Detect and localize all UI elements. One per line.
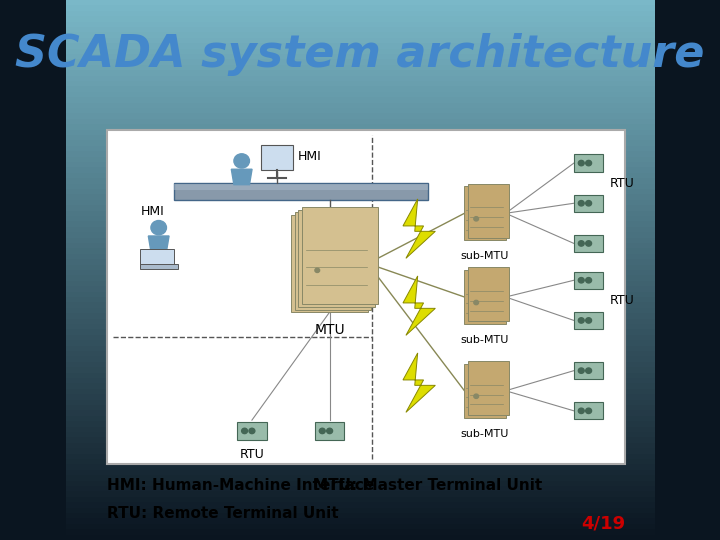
Bar (574, 272, 603, 289)
Bar (574, 235, 603, 252)
Circle shape (151, 220, 166, 235)
Circle shape (470, 397, 475, 401)
Bar (468, 267, 509, 321)
Text: 4/19: 4/19 (581, 515, 625, 533)
Bar (295, 212, 372, 309)
Circle shape (305, 276, 309, 280)
Bar (237, 422, 266, 440)
Bar (468, 184, 509, 238)
Text: sub-MTU: sub-MTU (461, 429, 509, 438)
Bar (464, 186, 505, 240)
Bar (315, 422, 344, 440)
Text: sub-MTU: sub-MTU (461, 251, 509, 261)
Circle shape (474, 394, 479, 399)
Circle shape (315, 268, 320, 273)
Circle shape (470, 303, 475, 307)
Text: HMI: HMI (297, 150, 321, 163)
Circle shape (585, 318, 592, 323)
Polygon shape (231, 169, 252, 185)
Circle shape (578, 318, 584, 323)
Bar (574, 194, 603, 212)
Text: RTU: RTU (240, 448, 264, 461)
Circle shape (578, 408, 584, 414)
Text: RTU: RTU (609, 294, 634, 307)
Circle shape (320, 428, 325, 434)
Circle shape (308, 273, 312, 278)
Text: RTU: Remote Terminal Unit: RTU: Remote Terminal Unit (107, 505, 338, 521)
Circle shape (474, 217, 479, 221)
Circle shape (585, 200, 592, 206)
Circle shape (474, 300, 479, 305)
Bar (261, 145, 293, 170)
Polygon shape (403, 199, 436, 258)
Text: MTU: MTU (315, 323, 345, 337)
Text: MTU: Master Terminal Unit: MTU: Master Terminal Unit (313, 478, 542, 494)
Bar (292, 215, 368, 312)
Circle shape (311, 271, 316, 275)
Circle shape (585, 408, 592, 414)
Bar (174, 184, 428, 190)
Polygon shape (148, 236, 169, 252)
Polygon shape (403, 353, 436, 413)
Circle shape (234, 154, 249, 168)
Bar (468, 361, 509, 415)
Circle shape (578, 200, 584, 206)
Circle shape (585, 368, 592, 373)
Circle shape (578, 278, 584, 283)
Circle shape (578, 241, 584, 246)
Circle shape (470, 219, 475, 224)
Text: RTU: RTU (609, 177, 634, 190)
Bar (140, 264, 178, 269)
Polygon shape (403, 276, 436, 335)
Bar (298, 210, 375, 307)
Circle shape (585, 241, 592, 246)
Circle shape (585, 160, 592, 166)
Bar (464, 364, 505, 418)
Circle shape (242, 428, 248, 434)
Bar (174, 183, 428, 200)
Text: SCADA system architecture: SCADA system architecture (15, 32, 705, 76)
Bar (574, 312, 603, 329)
Bar (464, 270, 505, 324)
Bar (574, 154, 603, 172)
FancyBboxPatch shape (107, 130, 625, 464)
Bar (140, 249, 174, 267)
Bar (574, 402, 603, 420)
Circle shape (249, 428, 255, 434)
Circle shape (578, 368, 584, 373)
Circle shape (327, 428, 333, 434)
Text: HMI: Human-Machine Interface: HMI: Human-Machine Interface (107, 478, 374, 494)
Bar (574, 362, 603, 379)
Circle shape (585, 278, 592, 283)
Text: HMI: HMI (141, 205, 165, 218)
Circle shape (578, 160, 584, 166)
Text: sub-MTU: sub-MTU (461, 335, 509, 345)
Bar (302, 207, 379, 305)
